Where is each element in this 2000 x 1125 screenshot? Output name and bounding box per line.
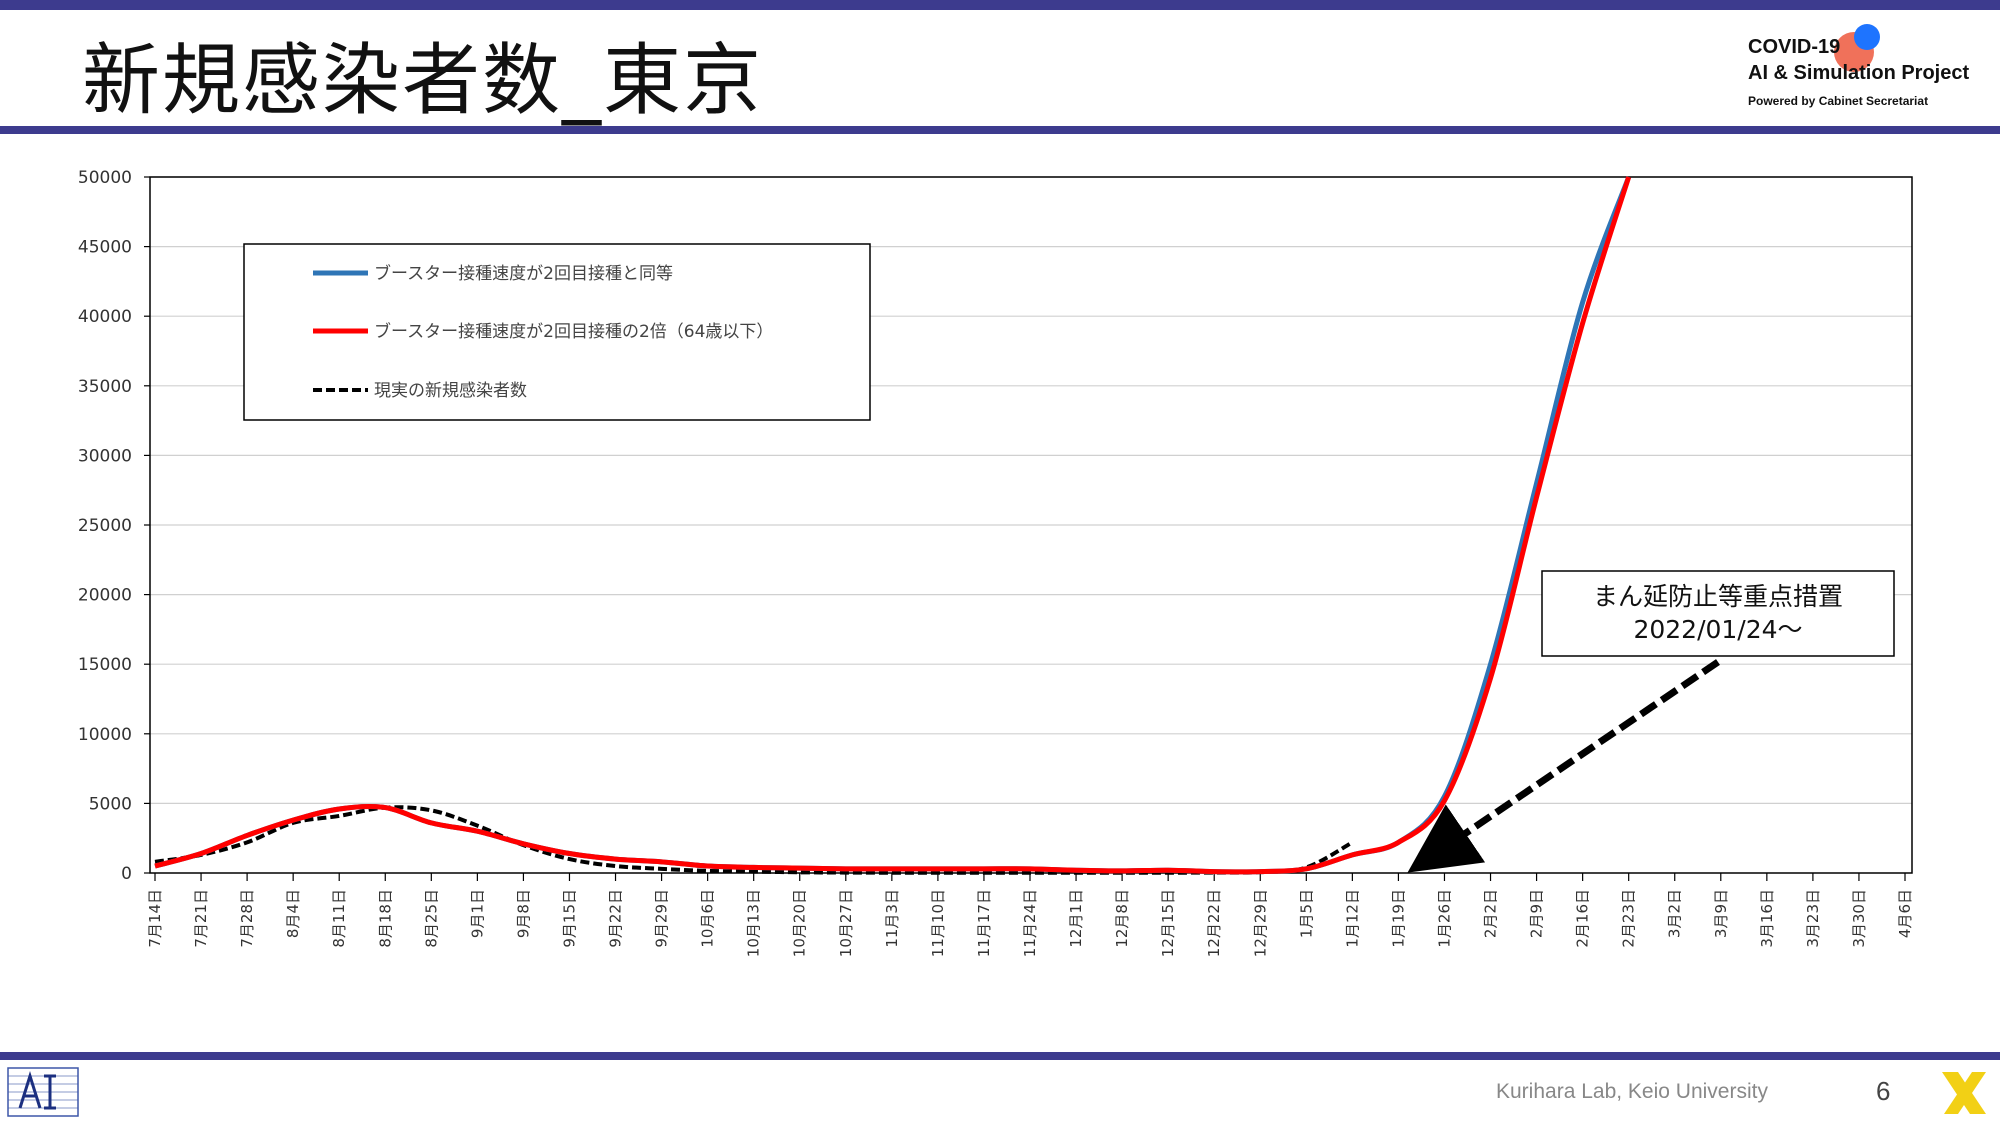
x-logo-icon bbox=[1942, 1072, 1986, 1114]
x-tick-label: 4月6日 bbox=[1896, 889, 1914, 938]
footer-lab-name: Kurihara Lab, Keio University bbox=[1496, 1080, 1768, 1103]
x-tick-label: 9月1日 bbox=[468, 889, 486, 938]
x-tick-label: 1月19日 bbox=[1389, 889, 1407, 948]
chart-svg: 0 5000 10000 15000 20000 25000 30000 35000 40000… bbox=[78, 168, 1914, 957]
x-tick-label: 8月11日 bbox=[330, 889, 348, 948]
x-tick-label: 11月10日 bbox=[929, 889, 947, 957]
y-tick-label: 45000 bbox=[78, 238, 132, 258]
x-tick-label: 9月15日 bbox=[560, 889, 578, 948]
annotation-arrow bbox=[1407, 659, 1720, 873]
y-tick-label: 20000 bbox=[78, 586, 132, 606]
x-tick-label: 11月24日 bbox=[1021, 889, 1039, 957]
legend-blue-label: ブースター接種速度が2回目接種と同等 bbox=[374, 263, 673, 284]
legend-actual-label: 現実の新規感染者数 bbox=[374, 381, 527, 401]
y-tick-label: 50000 bbox=[78, 168, 132, 188]
legend-red-label: ブースター接種速度が2回目接種の2倍（64歳以下） bbox=[374, 321, 773, 342]
series-line-1 bbox=[154, 176, 1632, 875]
x-tick-label: 12月1日 bbox=[1067, 889, 1085, 948]
x-tick-label: 8月25日 bbox=[422, 889, 440, 948]
covid-project-logo: COVID-19 AI & Simulation Project Powered… bbox=[1748, 22, 1988, 122]
annotation-box bbox=[1541, 570, 1895, 657]
x-tick-label: 9月8日 bbox=[514, 889, 532, 938]
x-tick-label: 8月18日 bbox=[376, 889, 394, 948]
x-tick-label: 1月26日 bbox=[1435, 889, 1453, 948]
x-tick-label: 11月3日 bbox=[883, 889, 901, 948]
y-tick-label: 40000 bbox=[78, 307, 132, 327]
y-tick-label: 10000 bbox=[78, 725, 132, 745]
x-tick-label: 7月28日 bbox=[238, 889, 256, 948]
page-title: 新規感染者数_東京 bbox=[82, 36, 764, 126]
x-tick-label: 2月23日 bbox=[1620, 889, 1638, 948]
x-tick-label: 1月12日 bbox=[1343, 889, 1361, 948]
x-tick-label: 3月2日 bbox=[1666, 889, 1684, 938]
x-tick-label: 12月22日 bbox=[1205, 889, 1223, 957]
x-tick-label: 12月8日 bbox=[1113, 889, 1131, 948]
x-tick-label: 11月17日 bbox=[975, 889, 993, 957]
x-tick-label: 7月14日 bbox=[146, 889, 164, 948]
chart: 0 5000 10000 15000 20000 25000 30000 35000 40000… bbox=[0, 140, 2000, 1040]
x-tick-label: 1月5日 bbox=[1297, 889, 1315, 938]
ai-lab-logo bbox=[6, 1064, 80, 1120]
page-number: 6 bbox=[1876, 1076, 1891, 1106]
header-band bbox=[0, 126, 2000, 134]
x-tick-label: 2月16日 bbox=[1574, 889, 1592, 948]
annotation-line1: まん延防止等重点措置 bbox=[1593, 582, 1843, 611]
x-tick-label: 2月9日 bbox=[1528, 889, 1546, 938]
blue-dot-icon bbox=[1854, 24, 1880, 50]
x-tick-label: 3月9日 bbox=[1712, 889, 1730, 938]
top-band bbox=[0, 0, 2000, 10]
x-tick-label: 10月6日 bbox=[699, 889, 717, 948]
x-tick-label: 9月22日 bbox=[607, 889, 625, 948]
y-tick-label: 0 bbox=[121, 864, 132, 884]
x-tick-label: 10月20日 bbox=[791, 889, 809, 957]
project-line2: AI & Simulation Project bbox=[1748, 62, 1970, 84]
y-tick-label: 15000 bbox=[78, 655, 132, 675]
y-tick-label: 5000 bbox=[89, 794, 132, 814]
x-tick-label: 12月15日 bbox=[1159, 889, 1177, 957]
x-tick-label: 10月13日 bbox=[745, 889, 763, 957]
annotation-line2: 2022/01/24～ bbox=[1633, 615, 1802, 644]
x-tick-label: 3月30日 bbox=[1850, 889, 1868, 948]
x-tick-label: 2月2日 bbox=[1482, 889, 1500, 938]
project-line1: COVID-19 bbox=[1748, 36, 1841, 58]
y-tick-label: 25000 bbox=[78, 516, 132, 536]
x-tick-label: 12月29日 bbox=[1251, 889, 1269, 957]
x-tick-label: 3月16日 bbox=[1758, 889, 1776, 948]
x-tick-label: 10月27日 bbox=[837, 889, 855, 957]
ai-lab-logo-icon bbox=[7, 1067, 79, 1117]
x-tick-label: 7月21日 bbox=[192, 889, 210, 948]
series-line-2 bbox=[154, 805, 1354, 875]
x-tick-label: 9月29日 bbox=[653, 889, 671, 948]
y-tick-label: 30000 bbox=[78, 446, 132, 466]
x-logo bbox=[1938, 1068, 1990, 1120]
y-tick-label: 35000 bbox=[78, 377, 132, 397]
project-line3: Powered by Cabinet Secretariat bbox=[1748, 94, 1929, 108]
x-tick-label: 3月23日 bbox=[1804, 889, 1822, 948]
footer-band bbox=[0, 1052, 2000, 1060]
x-tick-label: 8月4日 bbox=[284, 889, 302, 938]
